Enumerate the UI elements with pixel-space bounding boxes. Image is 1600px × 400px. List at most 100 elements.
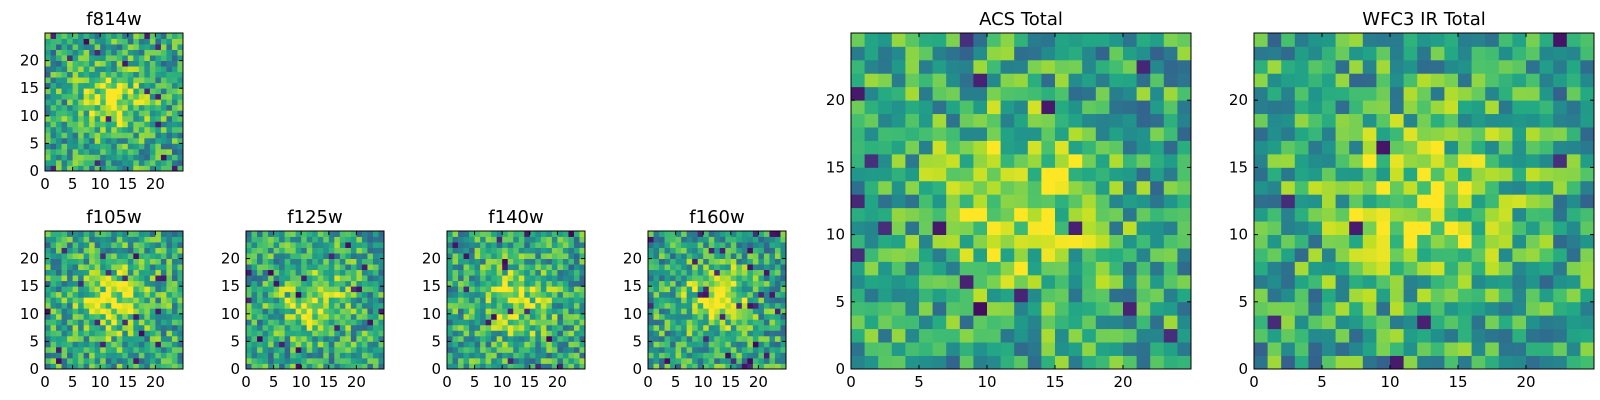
heatmap-cell <box>312 286 319 293</box>
heatmap-cell <box>105 346 112 353</box>
heatmap-cell <box>279 313 286 320</box>
heatmap-cell <box>1390 261 1404 276</box>
heatmap-cell <box>1150 140 1165 155</box>
heatmap-cell <box>317 335 324 342</box>
heatmap-cell <box>747 253 754 259</box>
heatmap-cell <box>919 167 933 182</box>
heatmap-cell <box>1376 180 1391 195</box>
heatmap-cell <box>317 330 324 337</box>
heatmap-cell <box>1512 59 1527 74</box>
heatmap-cell <box>529 264 536 271</box>
heatmap-cell <box>328 324 335 331</box>
heatmap-cell <box>127 165 134 172</box>
heatmap-cell <box>518 264 525 271</box>
heatmap-cell <box>670 324 676 331</box>
heatmap-cell <box>736 346 743 353</box>
heatmap-cell <box>1254 113 1268 128</box>
heatmap-cell <box>334 280 341 287</box>
heatmap-cell <box>648 236 654 243</box>
heatmap-cell <box>105 71 112 78</box>
heatmap-cell <box>1177 194 1192 209</box>
heatmap-cell <box>1041 274 1056 289</box>
heatmap-cell <box>878 73 893 88</box>
heatmap-cell <box>1109 46 1124 61</box>
heatmap-cell <box>166 82 173 89</box>
heatmap-cell <box>166 159 173 166</box>
heatmap-cell <box>1539 315 1554 330</box>
heatmap-cell <box>72 297 79 304</box>
heatmap-cell <box>719 341 726 348</box>
heatmap-cell <box>138 148 145 155</box>
heatmap-cell <box>452 275 459 282</box>
heatmap-cell <box>496 280 503 287</box>
heatmap-cell <box>1580 86 1595 101</box>
heatmap-cell <box>1471 100 1486 115</box>
heatmap-cell <box>1000 234 1015 249</box>
heatmap-cell <box>155 115 162 122</box>
heatmap-cell <box>1095 167 1110 182</box>
heatmap-cell <box>1014 59 1029 74</box>
heatmap-cell <box>290 324 297 331</box>
heatmap-cell <box>780 308 787 315</box>
heatmap-cell <box>72 324 79 331</box>
heatmap-cell <box>56 143 62 150</box>
heatmap-cell <box>160 33 167 39</box>
heatmap-cell <box>372 324 379 331</box>
heatmap-cell <box>177 110 184 117</box>
heatmap-cell <box>166 143 173 150</box>
heatmap-cell <box>279 308 286 315</box>
heatmap-cell <box>312 363 319 370</box>
heatmap-cell <box>105 319 112 326</box>
heatmap-cell <box>474 352 481 359</box>
heatmap-cell <box>317 357 324 364</box>
heatmap-cell <box>138 357 145 364</box>
heatmap-cell <box>171 352 178 359</box>
heatmap-cell <box>524 280 531 287</box>
heatmap-cell <box>747 352 754 359</box>
heatmap-cell <box>747 308 754 315</box>
heatmap-cell <box>1458 221 1472 235</box>
heatmap-cell <box>83 44 90 50</box>
heatmap-cell <box>714 286 721 293</box>
x-tick-label: 15 <box>1045 373 1064 391</box>
heatmap-cell <box>648 258 654 265</box>
heatmap-cell <box>155 71 162 78</box>
heatmap-cell <box>469 363 475 370</box>
heatmap-cell <box>78 49 85 56</box>
heatmap-cell <box>144 148 151 155</box>
heatmap-cell <box>681 269 688 276</box>
heatmap-cell <box>122 55 129 61</box>
heatmap-cell <box>1123 234 1137 249</box>
heatmap-cell <box>111 302 118 309</box>
heatmap-cell <box>675 247 682 254</box>
heatmap-cell <box>730 324 737 331</box>
heatmap-cell <box>1512 328 1527 343</box>
heatmap-cell <box>317 319 324 326</box>
heatmap-cell <box>1444 355 1459 370</box>
heatmap-cell <box>485 236 492 243</box>
heatmap-cell <box>697 291 704 298</box>
heatmap-cell <box>1150 73 1165 88</box>
heatmap-cell <box>513 308 520 315</box>
heatmap-cell <box>155 363 162 370</box>
heatmap-cell <box>262 231 269 237</box>
heatmap-cell <box>339 363 346 370</box>
heatmap-cell <box>648 275 654 282</box>
heatmap-cell <box>1526 140 1540 155</box>
heatmap-cell <box>144 93 151 100</box>
heatmap-cell <box>919 342 933 356</box>
heatmap-cell <box>681 363 688 370</box>
heatmap-cell <box>1095 328 1110 343</box>
heatmap-cell <box>557 346 564 353</box>
heatmap-cell <box>878 46 893 61</box>
heatmap-cell <box>78 143 85 150</box>
heatmap-cell <box>127 44 134 50</box>
heatmap-cell <box>513 242 520 248</box>
heatmap-cell <box>987 113 1001 128</box>
heatmap-cell <box>546 363 553 370</box>
heatmap-cell <box>246 308 252 315</box>
heatmap-cell <box>758 280 765 287</box>
heatmap-cell <box>1095 207 1110 222</box>
heatmap-cell <box>367 363 374 370</box>
heatmap-cell <box>155 352 162 359</box>
